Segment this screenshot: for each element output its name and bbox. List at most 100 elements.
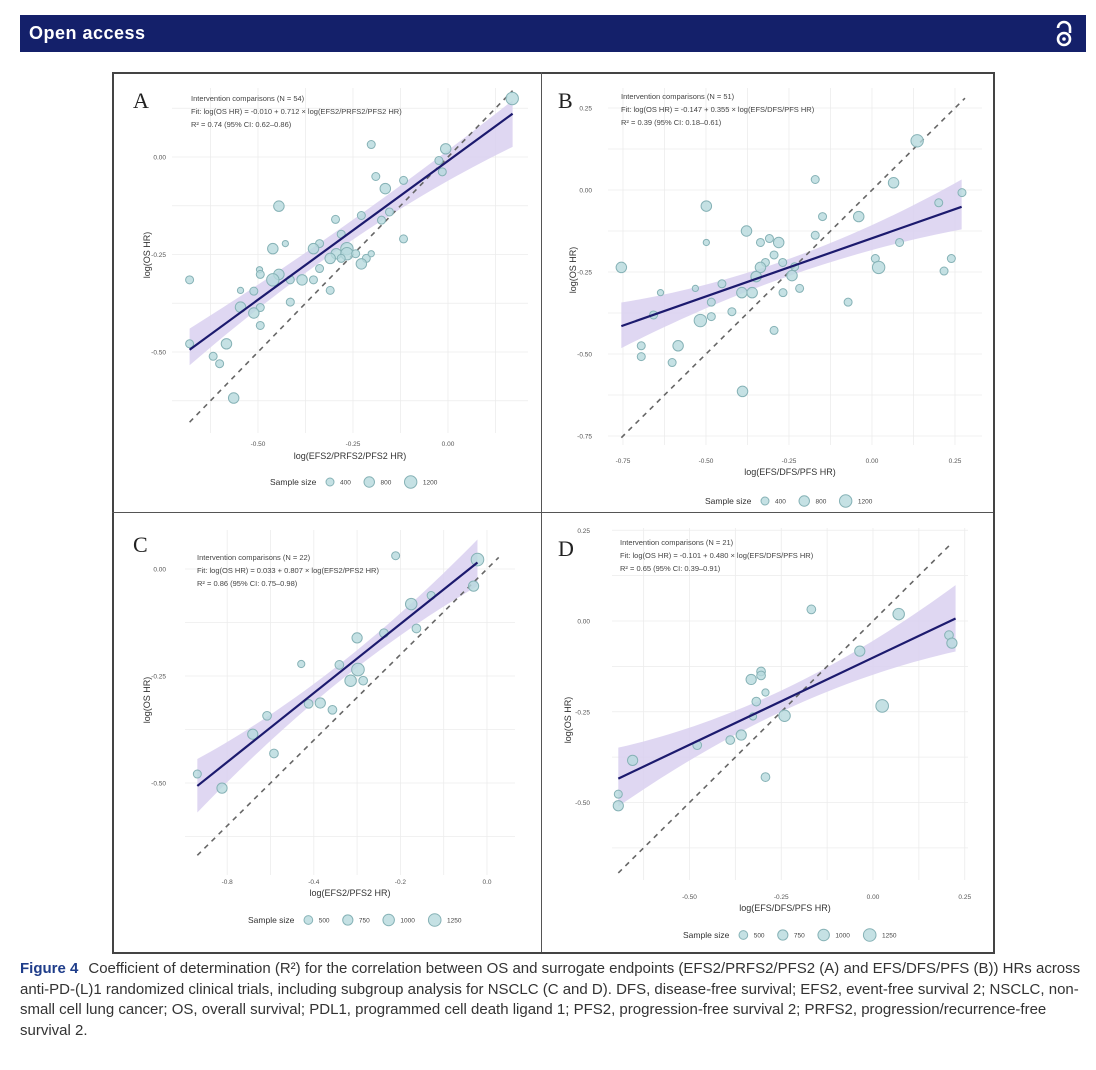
annotation-line: Intervention comparisons (N = 21) [620, 538, 734, 547]
data-point [434, 156, 444, 166]
panel-d: -0.50 -0.25 0.00 0.25 0.25 0.00 -0.25 -0.50 log(… [558, 528, 971, 942]
data-point [957, 188, 967, 198]
identity-line [617, 542, 953, 874]
data-point [358, 675, 369, 686]
legend-marker [777, 929, 789, 941]
data-point [934, 198, 944, 208]
y-axis-label: log(OS HR) [142, 232, 152, 279]
figure-frame [112, 72, 995, 954]
legend-title: Sample size [248, 915, 295, 925]
x-axis-label: log(EFS2/PFS2 HR) [309, 888, 390, 898]
y-tick-label: -0.25 [151, 252, 166, 259]
annotation-line: R² = 0.86 (95% CI: 0.75–0.98) [197, 579, 298, 588]
legend-marker [363, 476, 375, 488]
data-point [761, 688, 770, 697]
data-point [505, 91, 519, 106]
y-tick-label: 0.00 [153, 567, 166, 574]
annotation-line: Fit: log(OS HR) = -0.010 + 0.712 × log(E… [191, 107, 402, 116]
data-point [754, 261, 767, 274]
legend-label: 400 [340, 480, 351, 487]
data-point [351, 662, 365, 677]
y-tick-label: -0.50 [151, 350, 166, 357]
data-point [627, 754, 639, 766]
annotation-line: Fit: log(OS HR) = -0.147 + 0.355 × log(E… [621, 105, 815, 114]
y-tick-label: 0.25 [577, 528, 590, 535]
data-point [778, 709, 791, 722]
data-point [334, 660, 345, 670]
data-point [185, 275, 195, 285]
data-point [636, 341, 646, 351]
data-point [366, 140, 376, 150]
data-point [946, 637, 958, 649]
annotation-line: Intervention comparisons (N = 22) [197, 553, 311, 562]
legend-marker [382, 913, 395, 927]
data-point [740, 225, 753, 237]
data-point [236, 286, 245, 295]
panel-c: -0.8 -0.4 -0.2 0.0 0.00 -0.25 -0.50 log(EFS2/PF… [133, 530, 515, 927]
legend-title: Sample size [683, 930, 730, 940]
panel-letter: D [558, 536, 574, 561]
x-axis-label: log(EFS/DFS/PFS HR) [744, 467, 836, 477]
x-tick-label: 0.25 [958, 894, 971, 901]
legend-marker [738, 930, 749, 940]
data-point [769, 250, 779, 260]
legend-marker [838, 494, 853, 508]
data-point [297, 659, 306, 669]
data-point [871, 260, 886, 275]
data-point [307, 242, 320, 255]
data-point [192, 769, 202, 779]
data-point [255, 320, 265, 330]
legend-label: 400 [775, 499, 786, 506]
data-point [810, 230, 820, 240]
annotation-line: Intervention comparisons (N = 51) [621, 92, 735, 101]
y-tick-label: -0.75 [577, 434, 592, 441]
data-point [736, 385, 749, 398]
caption-text: Coefficient of determination (R²) for th… [20, 960, 1081, 1039]
data-point [411, 623, 422, 634]
data-point [315, 264, 325, 274]
data-point [667, 358, 677, 368]
identity-line [196, 556, 500, 856]
y-tick-label: -0.50 [575, 800, 590, 807]
data-point [325, 285, 335, 295]
x-tick-label: 0.00 [866, 458, 879, 465]
data-point [769, 325, 779, 335]
data-point [746, 286, 758, 299]
x-axis-label: log(EFS/DFS/PFS HR) [739, 903, 831, 913]
legend-title: Sample size [270, 477, 317, 487]
data-point [946, 254, 956, 264]
x-tick-label: -0.50 [699, 458, 714, 465]
legend-marker [403, 475, 418, 489]
x-tick-label: -0.75 [616, 458, 631, 465]
data-point [854, 645, 866, 657]
data-point [806, 604, 817, 615]
legend-marker [342, 914, 354, 926]
fit-line [196, 561, 479, 787]
data-point [735, 729, 747, 741]
data-point [303, 698, 314, 709]
data-point [736, 286, 748, 299]
data-point [725, 735, 736, 745]
y-tick-label: -0.25 [575, 709, 590, 716]
y-axis-label: log(OS HR) [563, 697, 573, 744]
panel-letter: C [133, 532, 148, 557]
data-point [613, 789, 623, 799]
y-tick-label: 0.25 [579, 106, 592, 113]
legend-label: 800 [815, 499, 826, 506]
data-point [702, 238, 710, 247]
data-point [887, 177, 900, 189]
data-point [281, 239, 289, 248]
legend-label: 1000 [400, 918, 415, 925]
data-point [717, 279, 727, 289]
x-tick-label: -0.8 [222, 879, 234, 886]
data-point [379, 182, 392, 195]
data-point [843, 297, 853, 307]
y-tick-label: -0.25 [577, 270, 592, 277]
data-point [756, 670, 766, 681]
data-point [939, 266, 949, 276]
data-point [786, 269, 798, 282]
journal-header-bar: Open access [20, 15, 1086, 52]
data-point [220, 338, 233, 350]
fit-line [617, 617, 957, 780]
